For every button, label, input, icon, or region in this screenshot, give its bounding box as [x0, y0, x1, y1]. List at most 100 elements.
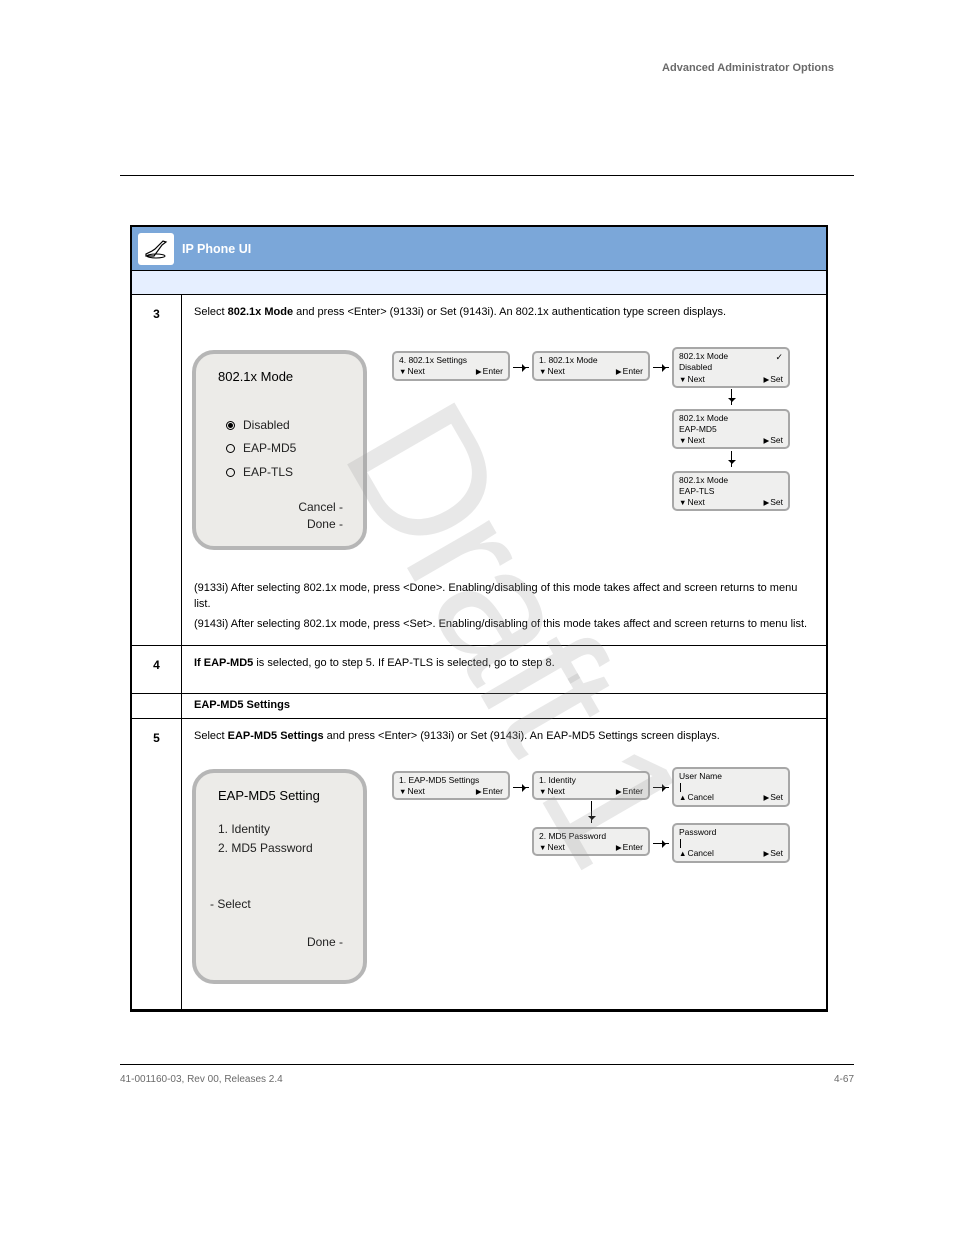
- screen-title: Password: [679, 828, 783, 838]
- phone-panel-mode: 802.1x Mode Disabled EAP-MD5 EAP-TLS: [192, 350, 367, 550]
- arrow-icon: [731, 451, 732, 467]
- desc-prefix: Select: [194, 730, 225, 742]
- enter-action[interactable]: Enter: [616, 843, 643, 853]
- phone-icon: [138, 233, 174, 265]
- panel-actions: Done -: [210, 934, 349, 951]
- screen-eapmd5-settings: 1. EAP-MD5 Settings Next Enter: [392, 771, 510, 801]
- screen-title: 802.1x Mode: [679, 352, 728, 362]
- cancel-button[interactable]: Cancel -: [210, 499, 343, 516]
- arrow-icon: [513, 367, 529, 368]
- cancel-action[interactable]: Cancel: [679, 793, 714, 803]
- set-action[interactable]: Set: [763, 793, 783, 803]
- enter-action[interactable]: Enter: [476, 367, 503, 377]
- phone-panel-eapmd5: EAP-MD5 Setting 1. Identity 2. MD5 Passw…: [192, 769, 367, 984]
- screen-subtitle: EAP-TLS: [679, 487, 783, 497]
- panel-list: 1. Identity 2. MD5 Password: [218, 820, 349, 858]
- arrow-icon: [653, 367, 669, 368]
- section-body: Select 802.1x Mode and press <Enter> (91…: [182, 295, 826, 645]
- radio-label: Disabled: [243, 417, 290, 434]
- screen-eapmd5: 802.1x Mode EAP-MD5 Next Set: [672, 409, 790, 449]
- screen-username: User Name Cancel Set: [672, 767, 790, 807]
- step-num-col: 5: [132, 719, 182, 1009]
- next-action[interactable]: Next: [539, 843, 565, 853]
- arrow-icon: [653, 843, 669, 844]
- section-body: Select EAP-MD5 Settings and press <Enter…: [182, 719, 826, 1009]
- step-num-col: 4: [132, 646, 182, 693]
- step-number: 5: [153, 731, 160, 745]
- screen-subtitle: Disabled: [679, 363, 728, 373]
- content-table: IP Phone UI 3 Select 802.1x Mode and pre…: [130, 225, 828, 1012]
- enter-action[interactable]: Enter: [476, 787, 503, 797]
- list-item[interactable]: 1. Identity: [218, 820, 349, 839]
- enter-action[interactable]: Enter: [616, 367, 643, 377]
- set-action[interactable]: Set: [763, 375, 783, 385]
- note-9143: (9143i) After selecting 802.1x mode, pre…: [194, 617, 814, 633]
- screen-title: 802.1x Mode: [679, 414, 783, 424]
- next-action[interactable]: Next: [679, 375, 705, 385]
- screen-title: 1. 802.1x Mode: [539, 356, 643, 366]
- done-button[interactable]: Done -: [210, 516, 343, 533]
- radio-eapmd5[interactable]: EAP-MD5: [226, 440, 349, 457]
- radio-dot-icon: [226, 444, 235, 453]
- screen-password: Password Cancel Set: [672, 823, 790, 863]
- screen-title: 1. Identity: [539, 776, 643, 786]
- arrow-icon: [653, 787, 669, 788]
- radio-dot-icon: [226, 468, 235, 477]
- input-caret[interactable]: [679, 839, 783, 849]
- trail-notes: (9133i) After selecting 802.1x mode, pre…: [194, 581, 814, 633]
- panel-actions: Cancel - Done -: [210, 499, 349, 533]
- screen-title: User Name: [679, 772, 783, 782]
- desc-prefix: Select: [194, 306, 225, 318]
- subheader: [132, 271, 826, 295]
- label: If EAP-MD5: [194, 657, 253, 669]
- arrow-icon: [513, 787, 529, 788]
- set-action[interactable]: Set: [763, 849, 783, 859]
- radio-eaptls[interactable]: EAP-TLS: [226, 464, 349, 481]
- radio-disabled[interactable]: Disabled: [226, 417, 349, 434]
- step-num-col: 3: [132, 295, 182, 645]
- set-action[interactable]: Set: [763, 436, 783, 446]
- input-caret[interactable]: [679, 783, 783, 793]
- screen-md5pw: 2. MD5 Password Next Enter: [532, 827, 650, 857]
- section-5: 5 Select EAP-MD5 Settings and press <Ent…: [132, 719, 826, 1010]
- enter-action[interactable]: Enter: [616, 787, 643, 797]
- section-body: If EAP-MD5 is selected, go to step 5. If…: [182, 646, 826, 693]
- desc-label: EAP-MD5 Settings: [228, 730, 324, 742]
- screen-title: 1. EAP-MD5 Settings: [399, 776, 503, 786]
- next-action[interactable]: Next: [539, 787, 565, 797]
- radio-label: EAP-MD5: [243, 440, 296, 457]
- footer-right: 4-67: [834, 1074, 854, 1085]
- page: Advanced Administrator Options IP Phone …: [0, 0, 954, 1235]
- select-button[interactable]: - Select: [210, 896, 349, 913]
- next-action[interactable]: Next: [679, 498, 705, 508]
- set-action[interactable]: Set: [763, 498, 783, 508]
- step-number: 3: [153, 307, 160, 321]
- screen-subtitle: EAP-MD5: [679, 425, 783, 435]
- next-action[interactable]: Next: [399, 367, 425, 377]
- radio-label: EAP-TLS: [243, 464, 293, 481]
- banner: IP Phone UI: [132, 227, 826, 271]
- check-icon: ✓: [775, 352, 783, 374]
- step-description: Select EAP-MD5 Settings and press <Enter…: [194, 729, 814, 745]
- arrow-icon: [731, 389, 732, 405]
- screen-eaptls: 802.1x Mode EAP-TLS Next Set: [672, 471, 790, 511]
- eapmd5-header: EAP-MD5 Settings: [132, 694, 826, 719]
- next-action[interactable]: Next: [399, 787, 425, 797]
- done-button[interactable]: Done -: [210, 934, 343, 951]
- desc-suffix: and press <Enter> (9133i) or Set (9143i)…: [327, 730, 720, 742]
- footer: 41-001160-03, Rev 00, Releases 2.4 4-67: [120, 1074, 854, 1085]
- next-action[interactable]: Next: [539, 367, 565, 377]
- screen-mode: 1. 802.1x Mode Next Enter: [532, 351, 650, 381]
- screen-title: 802.1x Mode: [679, 476, 783, 486]
- screen-title: 2. MD5 Password: [539, 832, 643, 842]
- desc-label: 802.1x Mode: [228, 306, 293, 318]
- cancel-action[interactable]: Cancel: [679, 849, 714, 859]
- header-label: Advanced Administrator Options: [662, 62, 834, 74]
- screen-settings: 4. 802.1x Settings Next Enter: [392, 351, 510, 381]
- text: is selected, go to step 5. If EAP-TLS is…: [256, 657, 554, 669]
- panel-title: 802.1x Mode: [218, 368, 349, 387]
- footer-rule: [120, 1064, 854, 1065]
- next-action[interactable]: Next: [679, 436, 705, 446]
- list-item[interactable]: 2. MD5 Password: [218, 839, 349, 858]
- section-heading: EAP-MD5 Settings: [194, 699, 290, 711]
